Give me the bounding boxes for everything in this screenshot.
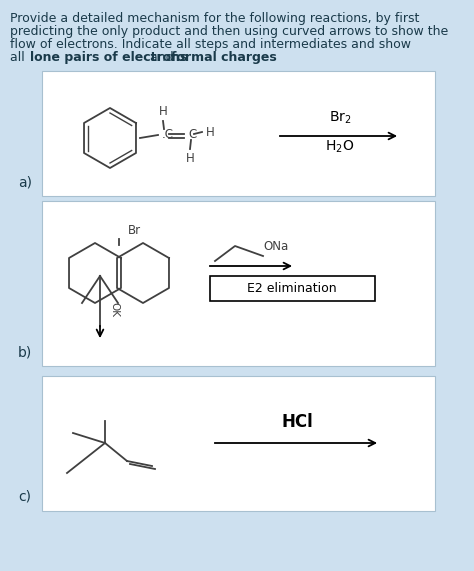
Text: flow of electrons. Indicate all steps and intermediates and show: flow of electrons. Indicate all steps an…	[10, 38, 411, 51]
Text: formal charges: formal charges	[171, 51, 277, 64]
Text: ONa: ONa	[263, 239, 288, 252]
Text: OK: OK	[109, 301, 119, 316]
Text: Br: Br	[128, 224, 141, 237]
Bar	[42, 376, 435, 511]
Text: and: and	[146, 51, 178, 64]
Bar	[42, 71, 435, 196]
Text: .: .	[242, 51, 246, 64]
Bar	[210, 276, 375, 301]
Text: H: H	[186, 152, 194, 165]
Text: Provide a detailed mechanism for the following reactions, by first: Provide a detailed mechanism for the fol…	[10, 12, 419, 25]
Text: C: C	[188, 127, 196, 140]
Text: .C: .C	[162, 127, 174, 140]
Text: H$_2$O: H$_2$O	[325, 139, 355, 155]
Text: predicting the only product and then using curved arrows to show the: predicting the only product and then usi…	[10, 25, 448, 38]
Text: a): a)	[18, 175, 32, 189]
Bar	[42, 201, 435, 366]
Text: lone pairs of electrons: lone pairs of electrons	[30, 51, 188, 64]
Text: E2 elimination: E2 elimination	[247, 283, 337, 296]
Text: c): c)	[18, 490, 31, 504]
Text: Br$_2$: Br$_2$	[328, 110, 351, 126]
Text: H: H	[159, 105, 167, 118]
Text: HCl: HCl	[282, 413, 313, 431]
Text: all: all	[10, 51, 29, 64]
Text: H: H	[206, 126, 215, 139]
Text: b): b)	[18, 345, 32, 359]
